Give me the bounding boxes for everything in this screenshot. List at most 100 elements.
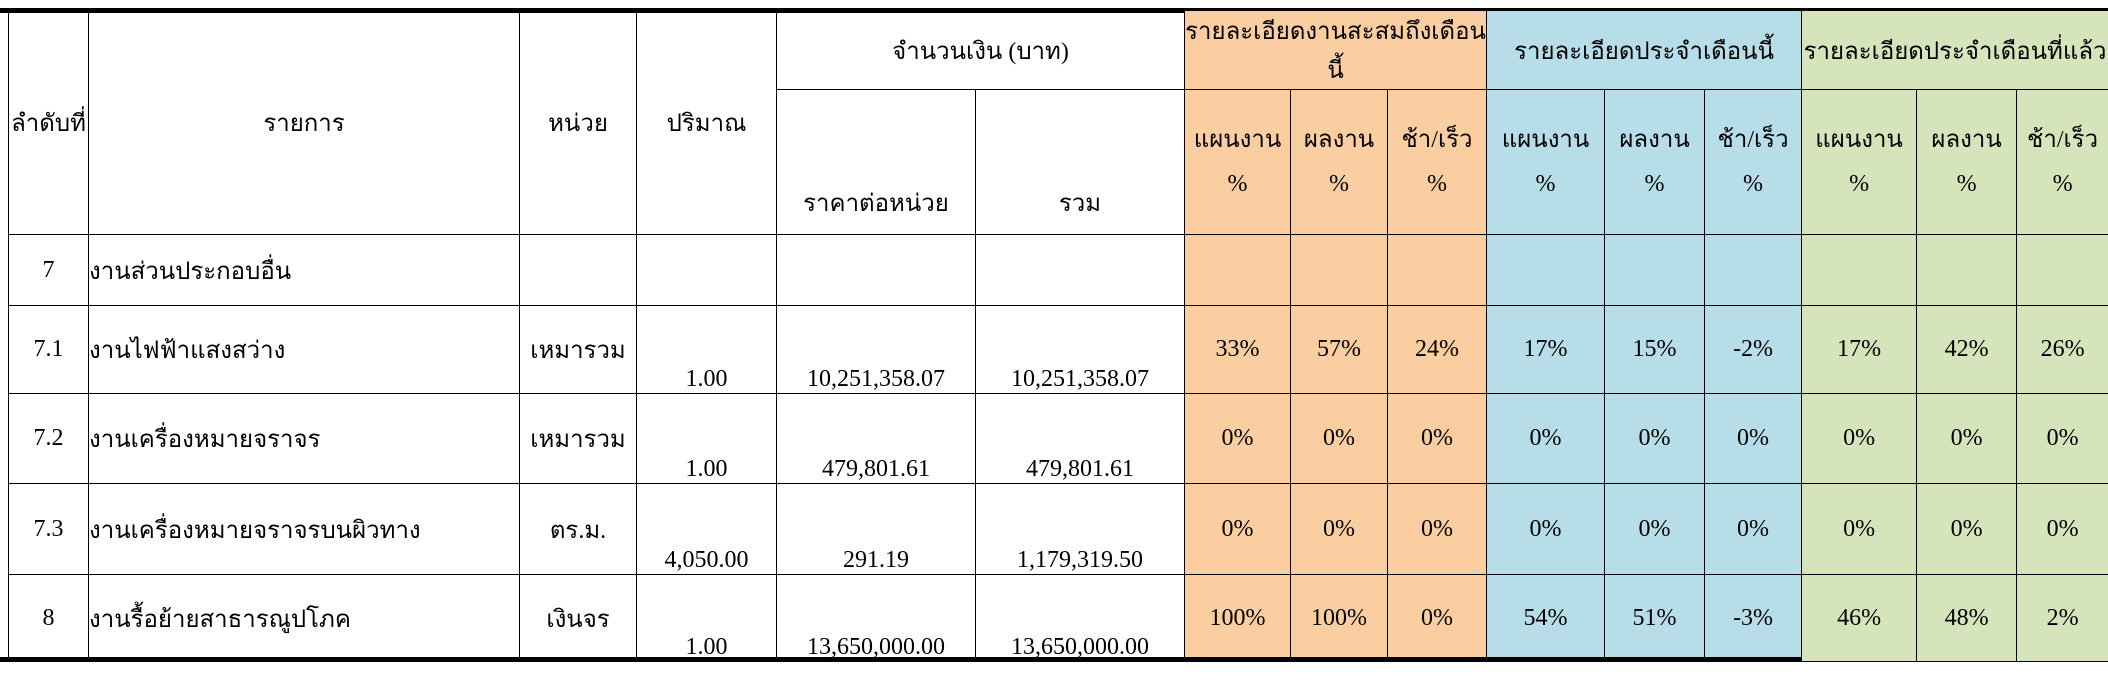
row-prev-pct-0: 17% [1801,305,1918,394]
row-cur-pct-0: 0% [1486,393,1606,484]
row-prev-pct-1: 42% [1916,305,2018,394]
row-prev-pct-0 [1801,234,1918,306]
row-item: งานเครื่องหมายจราจร [88,393,520,484]
row-cum-pct-0: 0% [1184,483,1292,575]
row-prev-pct-1: 0% [1916,483,2018,575]
header-cum-actual-pct: ผลงาน % [1290,89,1389,235]
row-qty: 1.00 [636,305,777,394]
row-cum-pct-0 [1184,234,1292,306]
row-no: 7.1 [8,305,89,394]
row-unit [519,234,637,306]
row-item: งานเครื่องหมายจราจรบนผิวทาง [88,483,520,575]
row-total: 13,650,000.00 [974,574,1186,662]
table-body: 7 งานส่วนประกอบอื่น 7.1 งานไฟฟ้าแสงสว่าง เหม… [8,234,2108,662]
row-qty: 1.00 [636,393,777,484]
row-prev-pct-2: 26% [2016,305,2108,394]
row-cur-pct-0 [1486,234,1606,306]
row-cum-pct-2: 0% [1387,393,1488,484]
row-prev-pct-0: 0% [1801,393,1918,484]
row-unit: เหมารวม [519,305,637,394]
row-cur-pct-1: 0% [1604,393,1706,484]
row-qty [636,234,777,306]
header-item: รายการ [88,10,520,235]
header-qty: ปริมาณ [636,10,777,235]
row-prev-pct-2: 2% [2016,574,2108,662]
row-no: 7 [8,234,89,306]
row-item: งานรื้อย้ายสาธารณูปโภค [88,574,520,662]
row-prev-pct-1 [1916,234,2018,306]
row-cur-pct-2: -2% [1704,305,1803,394]
row-cum-pct-2 [1387,234,1488,306]
table-row: 8 งานรื้อย้ายสาธารณูปโภค เงินจร 1.00 13,650,… [8,574,2108,662]
header-section-current-month: รายละเอียดประจำเดือนนี้ [1486,10,1803,90]
header-prev-variance-pct: ช้า/เร็ว % [2016,89,2108,235]
row-cur-pct-2: 0% [1704,483,1803,575]
row-cur-pct-0: 0% [1486,483,1606,575]
row-cum-pct-1: 57% [1290,305,1389,394]
row-cum-pct-0: 33% [1184,305,1292,394]
row-total: 1,179,319.50 [974,483,1186,575]
row-unit-price: 291.19 [776,483,976,575]
header-cur-variance-pct: ช้า/เร็ว % [1704,89,1803,235]
row-prev-pct-1: 0% [1916,393,2018,484]
row-no: 8 [8,574,89,662]
header-section-previous-month: รายละเอียดประจำเดือนที่แล้ว [1801,10,2108,90]
row-cum-pct-2: 24% [1387,305,1488,394]
header-row-sections: ลำดับที่ รายการ หน่วย ปริมาณ จำนวนเงิน (… [8,10,2108,235]
row-cur-pct-1: 15% [1604,305,1706,394]
header-cur-actual-pct: ผลงาน % [1604,89,1706,235]
row-prev-pct-2 [2016,234,2108,306]
header-cum-variance-pct: ช้า/เร็ว % [1387,89,1488,235]
header-no: ลำดับที่ [8,10,89,235]
header-row-sub: ราคาต่อหน่วย รวม แผนงาน % ผลงาน % ช้า/เร… [9,89,2108,235]
header-unit: หน่วย [519,10,637,235]
row-cur-pct-2: -3% [1704,574,1803,662]
row-cur-pct-1 [1604,234,1706,306]
row-total: 479,801.61 [974,393,1186,484]
row-cur-pct-2 [1704,234,1803,306]
row-prev-pct-1: 48% [1916,574,2018,662]
row-no: 7.2 [8,393,89,484]
row-cum-pct-0: 100% [1184,574,1292,662]
row-unit-price: 13,650,000.00 [776,574,976,662]
row-prev-pct-2: 0% [2016,393,2108,484]
header-total: รวม [974,89,1186,235]
table-row: 7.2 งานเครื่องหมายจราจร เหมารวม 1.00 479,801… [8,393,2108,484]
table-row: 7 งานส่วนประกอบอื่น [8,234,2108,306]
row-prev-pct-2: 0% [2016,483,2108,575]
row-qty: 1.00 [636,574,777,662]
row-unit-price: 479,801.61 [776,393,976,484]
header-amount-group: จำนวนเงิน (บาท) [775,10,1186,90]
row-cum-pct-2: 0% [1387,574,1488,662]
header-section-cumulative: รายละเอียดงานสะสมถึงเดือนนี้ [1184,10,1488,90]
header-cum-plan-pct: แผนงาน % [1184,89,1292,235]
row-cur-pct-0: 17% [1486,305,1606,394]
row-prev-pct-0: 46% [1801,574,1918,662]
row-cum-pct-0: 0% [1184,393,1292,484]
header-prev-plan-pct: แผนงาน % [1801,89,1918,235]
row-unit-price [776,234,976,306]
row-cur-pct-0: 54% [1486,574,1606,662]
row-unit: ตร.ม. [519,483,637,575]
row-item: งานไฟฟ้าแสงสว่าง [88,305,520,394]
row-total [974,234,1186,306]
table-row: 7.1 งานไฟฟ้าแสงสว่าง เหมารวม 1.00 10,251,358… [8,305,2108,394]
row-unit: เงินจร [519,574,637,662]
row-cum-pct-1: 0% [1290,393,1389,484]
header-unit-price: ราคาต่อหน่วย [776,89,976,235]
table-row: 7.3 งานเครื่องหมายจราจรบนผิวทาง ตร.ม. 4,050… [8,483,2108,575]
progress-table: ลำดับที่ รายการ หน่วย ปริมาณ จำนวนเงิน (… [8,10,2108,662]
row-cur-pct-2: 0% [1704,393,1803,484]
row-unit: เหมารวม [519,393,637,484]
row-qty: 4,050.00 [636,483,777,575]
header-prev-actual-pct: ผลงาน % [1916,89,2018,235]
row-unit-price: 10,251,358.07 [776,305,976,394]
row-cum-pct-1: 100% [1290,574,1389,662]
row-item: งานส่วนประกอบอื่น [88,234,520,306]
header-cur-plan-pct: แผนงาน % [1486,89,1606,235]
row-cur-pct-1: 0% [1604,483,1706,575]
row-cur-pct-1: 51% [1604,574,1706,662]
row-prev-pct-0: 0% [1801,483,1918,575]
bottom-rule [0,657,1802,662]
